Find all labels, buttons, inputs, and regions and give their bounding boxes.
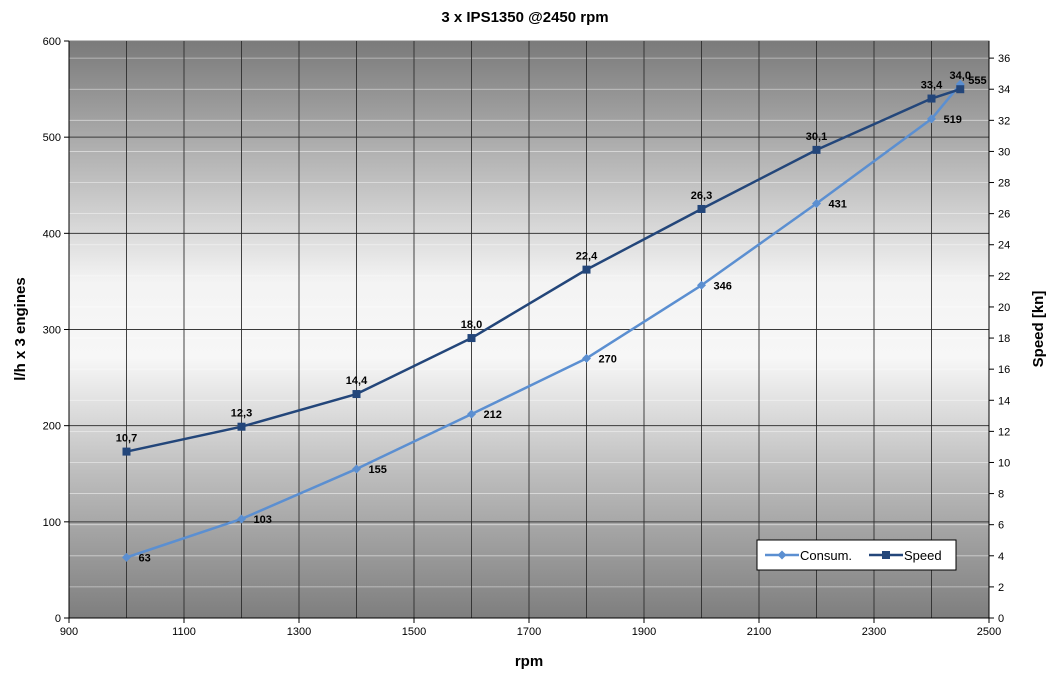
x-tick-label: 1300 [287, 626, 311, 638]
y2-tick-label: 2 [998, 582, 1004, 594]
x-tick-label: 1500 [402, 626, 426, 638]
y-tick-label: 500 [43, 132, 61, 144]
y2-tick-label: 34 [998, 84, 1010, 96]
speed-point [697, 204, 706, 213]
x-tick-label: 1100 [172, 626, 196, 638]
consum-point [352, 464, 361, 474]
speed-data-label: 14,4 [346, 375, 368, 387]
x-tick-label: 2300 [862, 626, 886, 638]
consum-point [467, 409, 476, 419]
y2-tick-label: 16 [998, 364, 1010, 376]
legend-consum-marker [777, 550, 787, 560]
y2-tick-label: 32 [998, 115, 1010, 127]
consum-data-label: 519 [944, 114, 962, 126]
consum-data-label: 212 [484, 409, 502, 421]
y2-tick-label: 12 [998, 426, 1010, 438]
tick-labels: 900 1100 1300 1500 1700 1900 2100 2300 250001002… [43, 36, 1011, 638]
speed-data-label: 34,0 [950, 70, 971, 82]
y-tick-label: 600 [43, 36, 61, 48]
y2-tick-label: 28 [998, 178, 1010, 190]
y-tick-label: 100 [43, 517, 61, 529]
y2-tick-label: 10 [998, 457, 1010, 469]
speed-point [927, 94, 936, 103]
y2-tick-label: 20 [998, 302, 1010, 314]
consum-data-label: 431 [829, 199, 847, 211]
consum-data-label: 270 [599, 353, 617, 365]
x-tick-label: 900 [60, 626, 78, 638]
speed-point [956, 85, 965, 94]
speed-data-label: 12,3 [231, 408, 252, 420]
y2-tick-label: 0 [998, 613, 1004, 625]
consum-data-label: 103 [254, 514, 272, 526]
speed-data-label: 10,7 [116, 433, 137, 445]
y2-tick-label: 36 [998, 53, 1010, 65]
consum-data-label: 63 [139, 552, 151, 564]
speed-point [812, 145, 821, 154]
series-markers [122, 79, 965, 562]
speed-point [467, 334, 476, 343]
speed-data-label: 26,3 [691, 190, 712, 202]
y2-tick-label: 18 [998, 333, 1010, 345]
consum-data-label: 155 [369, 464, 387, 476]
chart-title: 3 x IPS1350 @2450 rpm [441, 9, 608, 26]
axes [64, 40, 994, 623]
y2-tick-label: 8 [998, 489, 1004, 501]
consum-data-label: 555 [968, 75, 986, 87]
consum-point [812, 199, 821, 209]
legend-consum-label: Consum. [800, 548, 852, 563]
y2-tick-label: 24 [998, 240, 1010, 252]
x-tick-label: 1900 [632, 626, 656, 638]
y2-tick-label: 6 [998, 520, 1004, 532]
speed-data-label: 30,1 [806, 131, 827, 143]
legend: Consum. Speed [756, 539, 957, 571]
y2-axis-title: Speed [kn] [1030, 291, 1047, 368]
y-tick-label: 0 [55, 613, 61, 625]
speed-data-label: 18,0 [461, 319, 482, 331]
speed-data-label: 33,4 [921, 80, 943, 92]
consum-point [697, 280, 706, 290]
y2-tick-label: 30 [998, 146, 1010, 158]
y-tick-label: 200 [43, 421, 61, 433]
consum-point [582, 353, 591, 363]
y2-tick-label: 22 [998, 271, 1010, 283]
data-labels: 63 103 155 212 270 346 431 519 555 10,7 12,3 14,4 18… [116, 70, 987, 564]
consum-point [122, 552, 131, 562]
speed-data-label: 22,4 [576, 251, 598, 263]
consum-data-label: 346 [714, 280, 732, 292]
legend-speed-label: Speed [904, 548, 942, 563]
y2-tick-label: 14 [998, 395, 1010, 407]
legend-speed-marker [882, 551, 890, 559]
y-tick-label: 300 [43, 325, 61, 337]
consum-point [927, 114, 936, 124]
y-axis-title: l/h x 3 engines [12, 277, 29, 380]
y2-tick-label: 26 [998, 209, 1010, 221]
speed-point [582, 265, 591, 274]
y2-tick-label: 4 [998, 551, 1004, 563]
x-tick-label: 1700 [517, 626, 541, 638]
x-axis-title: rpm [515, 653, 543, 670]
speed-point [122, 447, 131, 456]
speed-point [237, 422, 246, 431]
consum-point [237, 514, 246, 524]
x-tick-label: 2100 [747, 626, 771, 638]
speed-point [352, 390, 361, 399]
x-tick-label: 2500 [977, 626, 1001, 638]
y-tick-label: 400 [43, 228, 61, 240]
